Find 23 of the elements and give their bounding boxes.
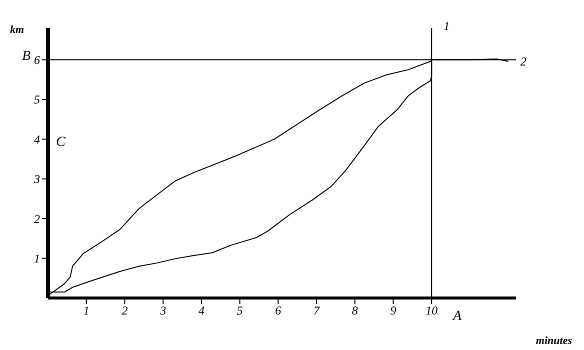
y-tick-label: 2 [34,212,40,226]
y-axis-title: km [10,24,24,36]
annotation: C [56,135,66,150]
x-tick-label: 7 [314,304,321,318]
x-axis-title: minutes [536,335,572,347]
y-tick-label: 3 [33,172,40,186]
x-tick-label: 3 [159,304,166,318]
series-label: 2 [520,54,526,68]
x-tick-label: 2 [122,304,128,318]
y-tick-label: 4 [34,132,40,146]
x-tick-label: 8 [352,304,358,318]
x-tick-label: 10 [426,304,438,318]
text: A [453,309,462,324]
y-tick-label: 6 [34,53,40,68]
x-tick-label: 9 [390,304,396,318]
x-tick-label: 1 [83,304,90,318]
y-tick-label: 5 [34,92,40,107]
x-tick-label: 6 [275,304,282,318]
x-tick-label: 5 [236,304,243,318]
x-tick-label: 4 [198,304,204,318]
y-tick-label: 1 [34,252,40,266]
text: 1 [444,18,450,33]
text: B [22,49,31,64]
